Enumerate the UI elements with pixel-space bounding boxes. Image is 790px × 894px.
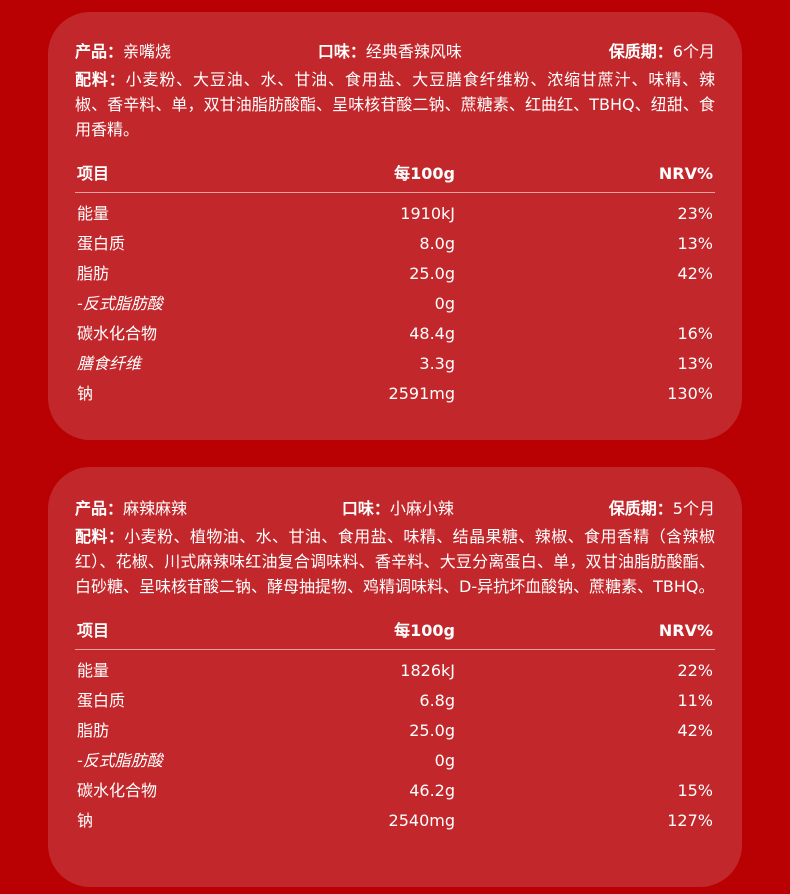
nutrient-name: 能量 [77,661,110,680]
nutrient-value: 48.4g [409,324,455,343]
nutrition-table-header: 项目 每100g NRV% [75,156,715,193]
product-meta: 产品：麻辣麻辣 口味：小麻小辣 保质期：5个月 [75,497,715,521]
product-shelf-life: 保质期：5个月 [608,499,715,518]
nutrient-nrv: 42% [677,721,713,740]
nutrient-nrv: 127% [667,811,713,830]
nutrient-value: 1910kJ [400,204,455,223]
nutrient-value: 6.8g [419,691,455,710]
nutrient-nrv: 130% [667,384,713,403]
nutrient-nrv: 11% [677,691,713,710]
nutrient-value: 1826kJ [400,661,455,680]
table-row: 钠 2591mg 130% [75,379,715,409]
table-row: 蛋白质 8.0g 13% [75,229,715,259]
nutrient-name: 钠 [77,384,94,403]
table-row: -反式脂肪酸 0g [75,746,715,776]
nutrient-name: -反式脂肪酸 [77,294,163,313]
nutrient-value: 8.0g [419,234,455,253]
nutrient-value: 0g [434,751,455,770]
table-row: 脂肪 25.0g 42% [75,259,715,289]
nutrient-nrv: 42% [677,264,713,283]
header-item: 项目 [77,164,110,183]
nutrition-table-body: 能量 1826kJ 22% 蛋白质 6.8g 11% 脂肪 25.0g 42% … [75,650,715,836]
nutrient-nrv: 23% [677,204,713,223]
product-name: 产品：亲嘴烧 [75,42,172,61]
nutrient-nrv [455,746,715,776]
ingredients: 配料：小麦粉、植物油、水、甘油、食用盐、味精、结晶果糖、辣椒、食用香精（含辣椒红… [75,527,715,596]
ingredients: 配料：小麦粉、大豆油、水、甘油、食用盐、大豆膳食纤维粉、浓缩甘蔗汁、味精、辣椒、… [75,70,715,139]
nutrition-table-body: 能量 1910kJ 23% 蛋白质 8.0g 13% 脂肪 25.0g 42% … [75,193,715,409]
header-nrv: NRV% [658,621,713,640]
nutrient-value: 25.0g [409,264,455,283]
nutrient-name: 膳食纤维 [77,354,142,373]
product-flavor: 口味：经典香辣风味 [317,42,462,61]
nutrient-name: -反式脂肪酸 [77,751,163,770]
header-item: 项目 [77,621,110,640]
nutrient-nrv: 15% [677,781,713,800]
header-per100g: 每100g [394,164,455,183]
table-row: 碳水化合物 48.4g 16% [75,319,715,349]
nutrient-nrv: 22% [677,661,713,680]
header-per100g: 每100g [394,621,455,640]
product-flavor: 口味：小麻小辣 [341,499,454,518]
nutrient-name: 钠 [77,811,94,830]
nutrition-table-header: 项目 每100g NRV% [75,613,715,650]
nutrient-name: 脂肪 [77,264,110,283]
nutrient-value: 25.0g [409,721,455,740]
nutrient-nrv: 13% [677,234,713,253]
nutrient-nrv: 16% [677,324,713,343]
nutrient-value: 0g [434,294,455,313]
table-row: 碳水化合物 46.2g 15% [75,776,715,806]
product-card-2: 产品：麻辣麻辣 口味：小麻小辣 保质期：5个月 配料：小麦粉、植物油、水、甘油、… [48,467,742,887]
product-shelf-life: 保质期：6个月 [608,42,715,61]
nutrient-name: 碳水化合物 [77,781,158,800]
nutrient-value: 2540mg [388,811,455,830]
nutrient-name: 能量 [77,204,110,223]
product-card-1: 产品：亲嘴烧 口味：经典香辣风味 保质期：6个月 配料：小麦粉、大豆油、水、甘油… [48,12,742,440]
product-meta: 产品：亲嘴烧 口味：经典香辣风味 保质期：6个月 [75,40,715,64]
nutrient-nrv: 13% [677,354,713,373]
nutrient-name: 蛋白质 [77,691,126,710]
nutrient-value: 2591mg [388,384,455,403]
table-row: 膳食纤维 3.3g 13% [75,349,715,379]
table-row: 脂肪 25.0g 42% [75,716,715,746]
header-nrv: NRV% [658,164,713,183]
nutrient-name: 脂肪 [77,721,110,740]
nutrient-name: 碳水化合物 [77,324,158,343]
nutrient-value: 46.2g [409,781,455,800]
nutrient-value: 3.3g [419,354,455,373]
table-row: 蛋白质 6.8g 11% [75,686,715,716]
table-row: 钠 2540mg 127% [75,806,715,836]
table-row: 能量 1826kJ 22% [75,656,715,686]
nutrient-name: 蛋白质 [77,234,126,253]
nutrient-nrv [455,289,715,319]
table-row: 能量 1910kJ 23% [75,199,715,229]
product-name: 产品：麻辣麻辣 [75,499,188,518]
table-row: -反式脂肪酸 0g [75,289,715,319]
